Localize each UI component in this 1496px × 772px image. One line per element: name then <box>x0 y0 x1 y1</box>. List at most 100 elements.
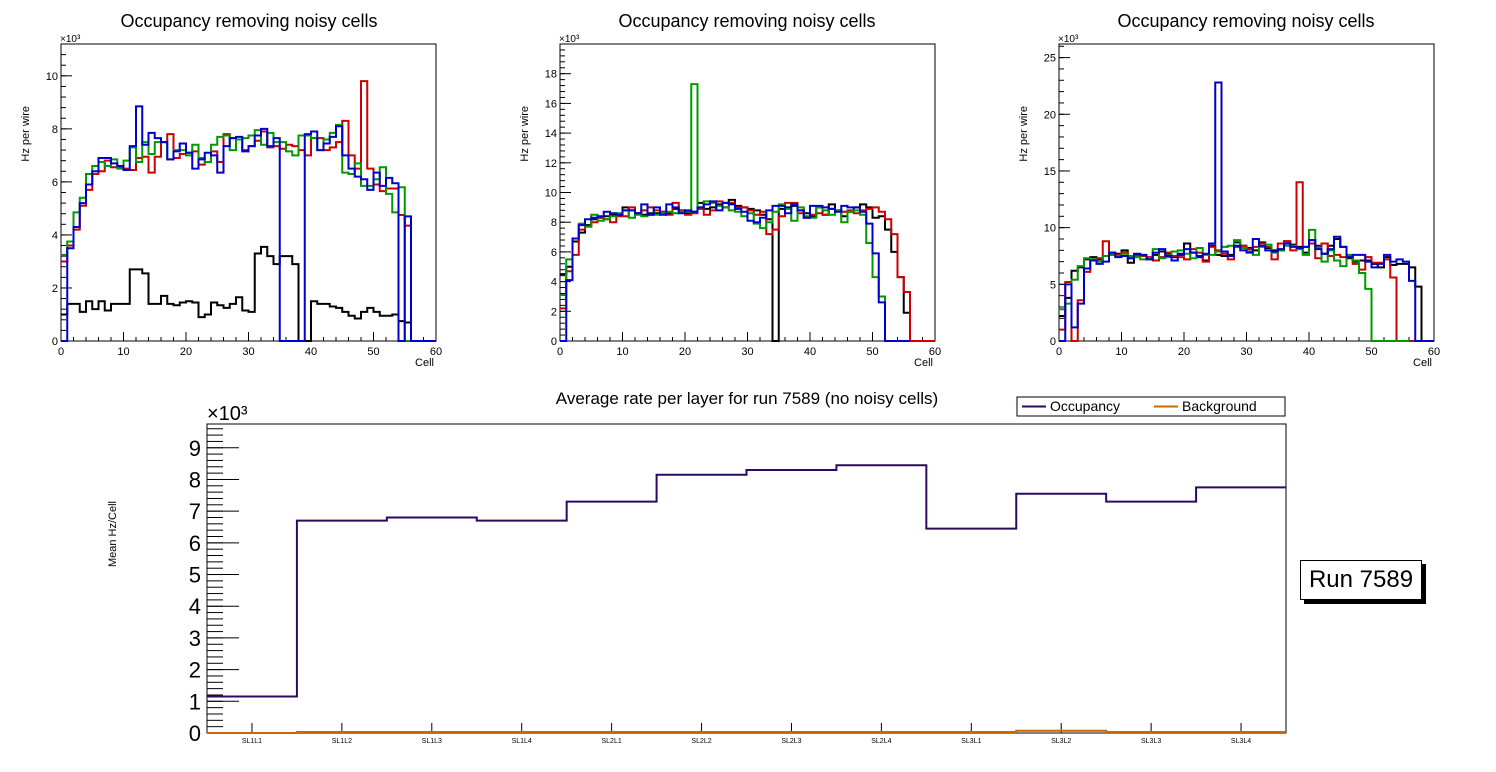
y-multiplier: ×10³ <box>559 34 580 45</box>
y-tick-label: 10 <box>545 188 557 200</box>
x-tick-label: 40 <box>1303 346 1315 358</box>
x-tick-label: SL3L2 <box>1051 738 1071 745</box>
x-tick-label: 20 <box>1178 346 1190 358</box>
legend-box <box>1016 396 1286 417</box>
legend-label-background: Background <box>1182 398 1257 414</box>
panel-title: Average rate per layer for run 7589 (no … <box>556 389 938 408</box>
x-axis-label: Cell <box>1413 357 1432 369</box>
y-tick-label: 4 <box>189 594 201 619</box>
legend-label-occupancy: Occupancy <box>1050 398 1120 414</box>
y-tick-label: 25 <box>1044 53 1056 65</box>
plot-frame <box>60 43 437 342</box>
occupancy-panel-2: Occupancy removing noisy cells 0 2 4 6 8 10 12 1… <box>519 11 941 369</box>
panel-title: Occupancy removing noisy cells <box>618 11 875 31</box>
y-multiplier: ×10³ <box>1058 34 1079 45</box>
series-green <box>61 123 436 342</box>
x-tick-label: 50 <box>1365 346 1377 358</box>
x-tick-label: 30 <box>1240 346 1252 358</box>
y-axis-label: Hz per wire <box>519 106 531 162</box>
y-tick-label: 1 <box>189 689 201 714</box>
occupancy-panel-1: Occupancy removing noisy cells 0 2 4 6 8 10 0 10… <box>20 11 442 369</box>
panel-title: Occupancy removing noisy cells <box>120 11 377 31</box>
y-tick-label: 20 <box>1044 109 1056 121</box>
legend: Occupancy Background <box>1016 396 1286 417</box>
y-tick-label: 6 <box>551 247 557 259</box>
x-tick-label: SL2L3 <box>781 738 801 745</box>
x-tick-label: 30 <box>741 346 753 358</box>
occupancy-panel-3: Occupancy removing noisy cells 0 5 10 15 20 25… <box>1018 11 1440 369</box>
y-tick-label: 3 <box>189 626 201 651</box>
x-tick-label: SL1L4 <box>512 738 532 745</box>
y-tick-label: 9 <box>189 436 201 461</box>
x-tick-label: 40 <box>305 346 317 358</box>
x-tick-label: 0 <box>1056 346 1062 358</box>
series-red <box>61 80 436 342</box>
x-tick-label: 0 <box>58 346 64 358</box>
plot-frame <box>1058 43 1435 342</box>
y-axis-label: Hz per wire <box>1018 106 1030 162</box>
y-tick-label: 7 <box>189 499 201 524</box>
x-tick-label: 10 <box>1115 346 1127 358</box>
x-tick-label: SL3L1 <box>961 738 981 745</box>
panel-title: Occupancy removing noisy cells <box>1117 11 1374 31</box>
x-tick-label: SL3L4 <box>1231 738 1251 745</box>
y-tick-label: 2 <box>189 658 201 683</box>
y-tick-label: 0 <box>551 336 557 348</box>
x-tick-label: 50 <box>866 346 878 358</box>
run-label-box: Run 7589 <box>1300 560 1422 600</box>
y-tick-label: 12 <box>545 158 557 170</box>
x-tick-label: SL2L1 <box>602 738 622 745</box>
x-tick-label: 20 <box>180 346 192 358</box>
x-tick-label: 10 <box>117 346 129 358</box>
series-black <box>61 245 436 342</box>
x-tick-label: 60 <box>430 346 442 358</box>
y-multiplier: ×10³ <box>207 403 248 425</box>
y-tick-label: 2 <box>52 283 58 295</box>
x-tick-label: 20 <box>679 346 691 358</box>
y-tick-label: 15 <box>1044 166 1056 178</box>
x-tick-label: 60 <box>929 346 941 358</box>
y-tick-label: 10 <box>1044 223 1056 235</box>
x-tick-label: SL3L3 <box>1141 738 1161 745</box>
x-tick-label: SL2L2 <box>691 738 711 745</box>
y-tick-label: 2 <box>551 306 557 318</box>
x-tick-label: 40 <box>804 346 816 358</box>
y-tick-label: 6 <box>189 531 201 556</box>
y-multiplier: ×10³ <box>60 34 81 45</box>
y-tick-label: 4 <box>551 277 557 289</box>
series-occupancy <box>207 464 1286 698</box>
x-tick-label: SL1L3 <box>422 738 442 745</box>
y-axis-label: Mean Hz/Cell <box>107 501 119 567</box>
y-tick-label: 10 <box>46 71 58 83</box>
x-tick-label: SL2L4 <box>871 738 891 745</box>
series-blue <box>560 200 910 342</box>
y-tick-label: 6 <box>52 177 58 189</box>
y-tick-label: 8 <box>189 467 201 492</box>
y-tick-label: 4 <box>52 230 58 242</box>
series-background <box>207 729 1286 734</box>
x-tick-label: SL1L2 <box>332 738 352 745</box>
y-tick-label: 5 <box>189 563 201 588</box>
y-axis-label: Hz per wire <box>20 106 32 162</box>
run-label: Run 7589 <box>1308 566 1414 593</box>
x-tick-label: 10 <box>616 346 628 358</box>
y-tick-label: 14 <box>545 128 557 140</box>
series-blue <box>61 105 436 342</box>
series-blue <box>1059 81 1434 342</box>
y-tick-label: 0 <box>52 336 58 348</box>
x-axis-label: Cell <box>415 357 434 369</box>
y-tick-label: 8 <box>551 217 557 229</box>
y-tick-label: 16 <box>545 98 557 110</box>
x-tick-label: 50 <box>367 346 379 358</box>
series-red <box>1059 181 1434 342</box>
y-tick-label: 0 <box>189 721 201 746</box>
x-tick-label: 60 <box>1428 346 1440 358</box>
y-tick-label: 18 <box>545 69 557 81</box>
y-tick-label: 0 <box>1050 336 1056 348</box>
x-tick-label: 30 <box>242 346 254 358</box>
y-tick-label: 5 <box>1050 279 1056 291</box>
y-tick-label: 8 <box>52 124 58 136</box>
layer-rate-panel: Average rate per layer for run 7589 (no … <box>107 389 1287 746</box>
x-axis-label: Cell <box>914 357 933 369</box>
